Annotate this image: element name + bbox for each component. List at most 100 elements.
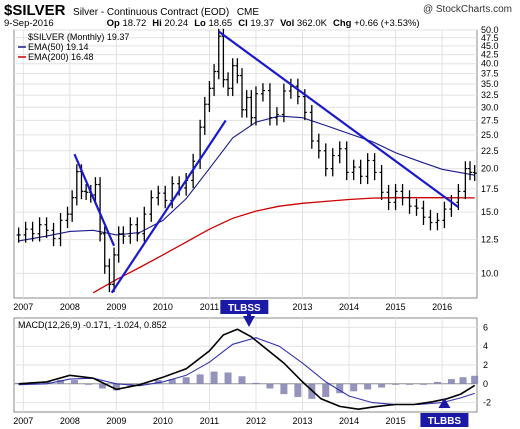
macd-histogram-bar — [252, 382, 260, 384]
price-ytick-label: 15.0 — [481, 207, 499, 217]
price-bar — [235, 58, 240, 84]
quote-hi: Hi 20.24 — [152, 18, 189, 29]
price-bar — [107, 258, 112, 293]
macd-xtick-label: 2012 — [246, 416, 266, 426]
price-bar — [16, 227, 21, 243]
price-bar — [253, 86, 258, 126]
macd-histogram-bar — [112, 383, 120, 391]
price-xtick-label: 2008 — [60, 302, 80, 312]
macd-ytick-label: -2 — [483, 398, 491, 408]
price-bar — [121, 226, 126, 244]
price-bar — [323, 143, 328, 177]
price-bar — [207, 80, 212, 113]
macd-histogram-bar — [98, 383, 106, 389]
price-legend-label: $SILVER (Monthly) 19.37 — [28, 32, 129, 42]
price-bar — [230, 58, 235, 97]
price-bar — [249, 90, 254, 126]
macd-histogram-bar — [43, 381, 51, 384]
price-bar — [379, 165, 384, 201]
price-bar — [337, 141, 342, 164]
price-ytick-label: 10.0 — [481, 268, 499, 278]
macd-histogram-bar — [57, 380, 65, 384]
macd-xtick-label: 2013 — [292, 416, 312, 426]
macd-histogram-bar — [266, 383, 274, 389]
price-xtick-label: 2015 — [386, 302, 406, 312]
price-bar — [226, 72, 231, 97]
trendline-3 — [218, 30, 460, 209]
price-xtick-label: 2013 — [292, 302, 312, 312]
quote-bar: 9-Sep-2016 Op 18.72 Hi 20.24 Lo 18.65 Cl 19… — [4, 18, 516, 29]
price-ytick-label: 40.0 — [481, 59, 499, 69]
price-bar — [128, 217, 133, 244]
macd-histogram-bar — [447, 379, 455, 384]
tlbbs-box — [420, 413, 469, 427]
macd-histogram-bar — [392, 383, 400, 385]
price-bar — [216, 28, 221, 80]
price-bar — [135, 217, 140, 242]
macd-histogram-bar — [238, 376, 246, 384]
price-ytick-label: 42.5 — [481, 50, 499, 60]
price-bar — [468, 161, 473, 181]
price-bar — [51, 222, 56, 247]
symbol: $SILVER — [4, 2, 66, 19]
price-bar — [267, 83, 272, 126]
price-bar — [281, 83, 286, 123]
macd-histogram-bar — [294, 383, 302, 397]
price-bar — [316, 133, 321, 159]
macd-histogram-bar — [459, 377, 467, 384]
macd-xtick-label: 2009 — [106, 416, 126, 426]
price-bar — [365, 153, 370, 185]
macd-histogram-bar — [210, 371, 218, 384]
price-bar — [202, 96, 207, 135]
macd-panel: 6 4 2 0 -2 2007 2008 2009 2010 2011 2012 2013 2014 20… — [13, 312, 491, 427]
tlbbs-arrow-icon — [438, 398, 451, 408]
macd-legend-label: MACD(12,26,9) -0.171, -1.024, 0.852 — [18, 320, 167, 330]
price-bar — [70, 190, 75, 222]
macd-histogram-bar — [350, 383, 358, 392]
macd-ytick-label: 2 — [483, 360, 488, 370]
price-ytick-label: 27.5 — [481, 115, 499, 125]
chart-title: $SILVER Silver - Continuous Contract (EO… — [4, 2, 259, 19]
trendline-1 — [73, 153, 116, 247]
tlbss-arrow-stem — [246, 312, 251, 317]
price-bar — [98, 177, 103, 242]
price-bar — [414, 198, 419, 216]
price-ytick-label: 32.5 — [481, 90, 499, 100]
price-ytick-label: 50.0 — [481, 25, 499, 35]
ema50-line — [18, 115, 475, 242]
price-bar — [442, 201, 447, 229]
price-plot-area — [13, 29, 478, 299]
macd-ytick-label: 4 — [483, 341, 488, 351]
price-bar — [102, 226, 107, 274]
price-panel: 50.047.545.042.540.037.535.032.5 30.0 27.5… — [13, 25, 499, 314]
price-bar — [274, 107, 279, 126]
price-bar — [330, 148, 335, 177]
price-xtick-label: 2014 — [339, 302, 359, 312]
price-bar — [65, 206, 70, 229]
macd-histogram-bar — [336, 383, 344, 394]
ema200-legend-label: EMA(200) 16.48 — [28, 52, 94, 62]
price-bar — [84, 184, 89, 201]
price-xtick-label: 2016 — [432, 302, 452, 312]
price-xtick-label: 2007 — [13, 302, 33, 312]
macd-xtick-label: 2015 — [386, 416, 406, 426]
macd-histogram-bar — [471, 375, 479, 384]
macd-histogram-bar — [15, 382, 23, 384]
exchange: CME — [236, 7, 260, 18]
price-bar — [351, 159, 356, 181]
quote-date: 9-Sep-2016 — [4, 18, 54, 29]
price-bar — [23, 221, 28, 243]
price-ytick-label: 47.5 — [481, 33, 499, 43]
price-bar — [456, 184, 461, 211]
price-bar — [44, 217, 49, 239]
macd-histogram-bar — [406, 383, 414, 385]
price-bar — [30, 221, 35, 242]
price-bar — [393, 184, 398, 211]
macd-histogram-bar — [182, 377, 190, 384]
price-bar — [37, 217, 42, 242]
quote-lo: Lo 18.65 — [194, 18, 233, 29]
price-bar — [421, 200, 426, 225]
macd-histogram-bar — [364, 383, 372, 390]
price-bar — [142, 206, 147, 242]
